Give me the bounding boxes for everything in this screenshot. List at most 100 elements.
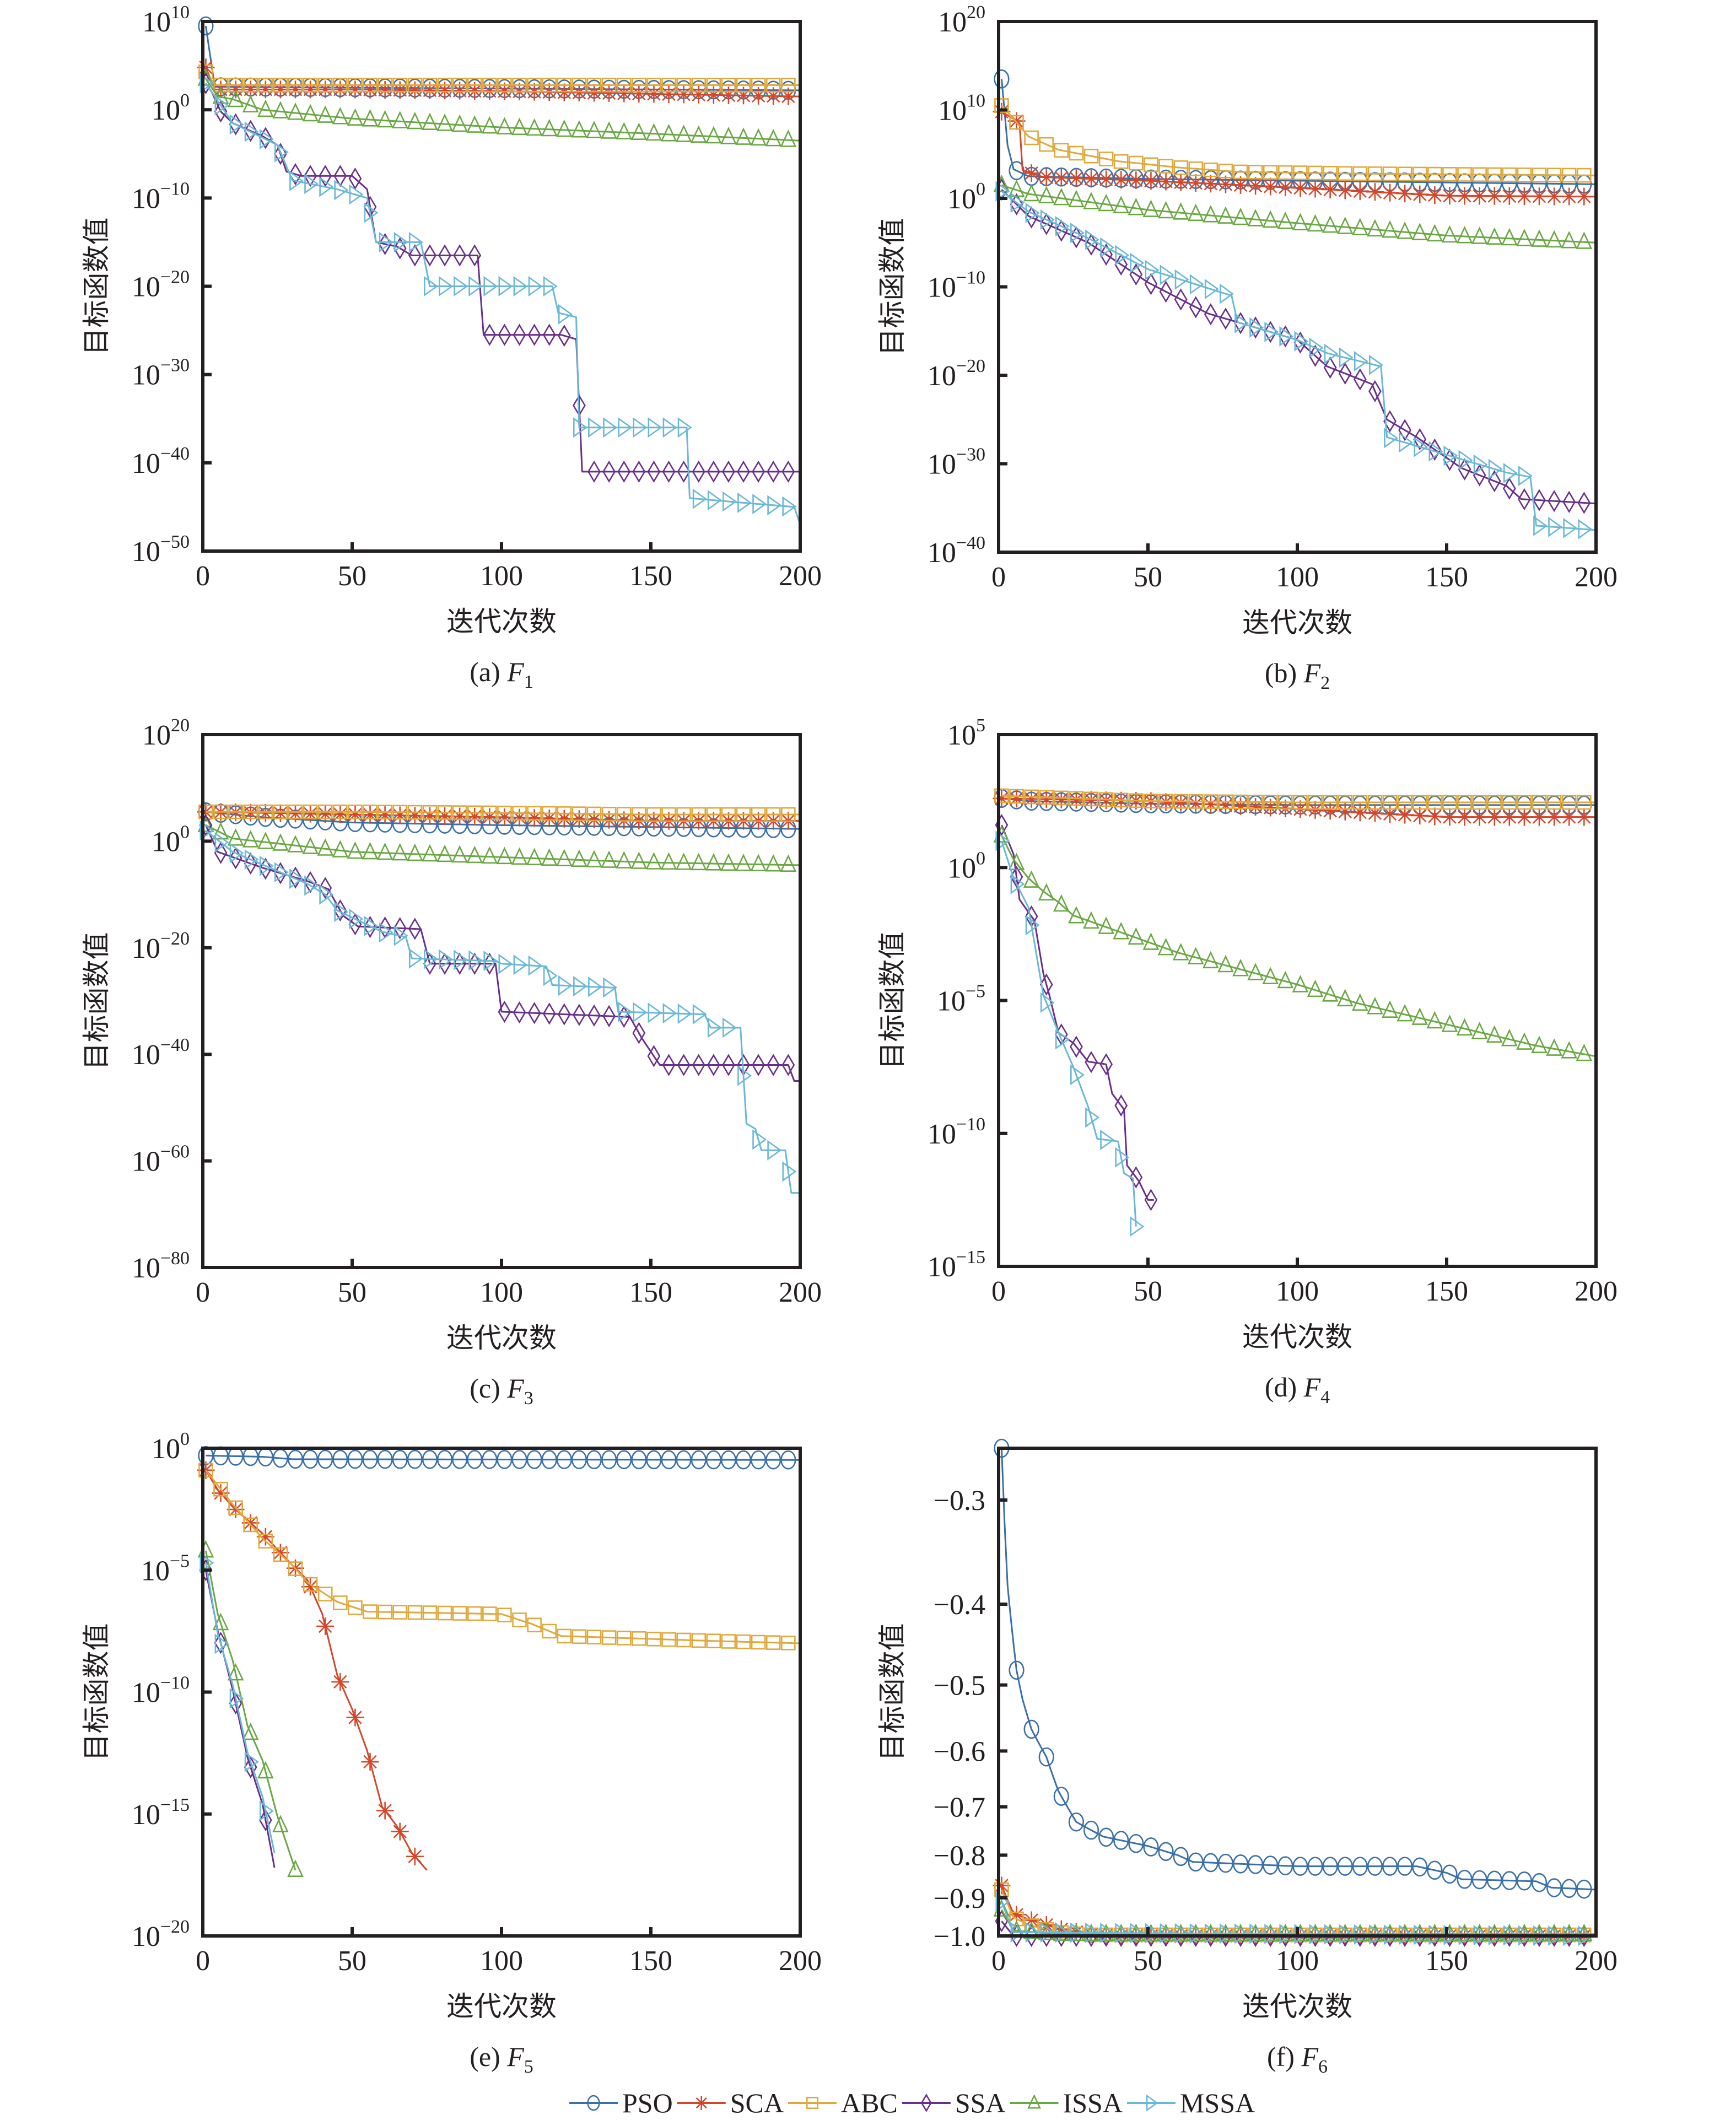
marker-mssa bbox=[995, 830, 1010, 851]
marker-ssa bbox=[767, 460, 780, 483]
marker-abc bbox=[1442, 795, 1457, 810]
y-tick-label: 10−40 bbox=[132, 444, 190, 479]
marker-abc bbox=[1248, 795, 1263, 810]
marker-mssa bbox=[677, 417, 692, 438]
legend-item-mssa: MSSA bbox=[1126, 2087, 1255, 2118]
marker-mssa bbox=[573, 976, 587, 997]
marker-pso bbox=[780, 1450, 796, 1470]
marker-abc bbox=[1278, 795, 1293, 810]
marker-issa bbox=[1382, 220, 1398, 238]
marker-mssa bbox=[1160, 1923, 1174, 1944]
marker-issa bbox=[1456, 225, 1473, 244]
marker-pso bbox=[1263, 1855, 1279, 1875]
y-axis-title: 目标函数值 bbox=[876, 1623, 908, 1761]
x-tick-label: 0 bbox=[196, 560, 210, 592]
x-tick-label: 50 bbox=[1134, 562, 1162, 593]
marker-abc bbox=[1532, 168, 1547, 182]
marker-pso bbox=[1397, 1857, 1413, 1876]
marker-issa bbox=[1426, 224, 1443, 242]
marker-pso bbox=[1516, 1871, 1533, 1891]
series-issa bbox=[197, 814, 801, 872]
x-tick-label: 200 bbox=[1575, 1945, 1618, 1977]
marker-issa bbox=[645, 123, 662, 141]
marker-mssa bbox=[1369, 354, 1383, 375]
marker-mssa bbox=[1354, 351, 1368, 372]
marker-issa bbox=[212, 1612, 229, 1631]
marker-mssa bbox=[618, 417, 633, 438]
marker-mssa bbox=[603, 977, 618, 998]
marker-mssa bbox=[737, 1065, 752, 1086]
marker-abc bbox=[1098, 152, 1114, 166]
marker-ssa bbox=[1368, 380, 1382, 403]
marker-pso bbox=[422, 1449, 438, 1469]
series-ssa bbox=[199, 1559, 276, 1868]
marker-mssa bbox=[588, 977, 603, 997]
marker-issa bbox=[630, 851, 648, 869]
marker-mssa bbox=[633, 417, 648, 438]
marker-abc bbox=[228, 804, 243, 819]
marker-pso bbox=[303, 1449, 319, 1469]
legend-marker-sca bbox=[694, 2096, 709, 2110]
marker-mssa bbox=[1324, 1924, 1339, 1945]
marker-issa bbox=[1336, 217, 1354, 234]
marker-pso bbox=[407, 1449, 423, 1469]
marker-issa bbox=[541, 848, 558, 866]
marker-ssa bbox=[1518, 488, 1531, 511]
y-tick-label: 10−5 bbox=[937, 981, 985, 1017]
marker-abc bbox=[572, 806, 587, 821]
marker-mssa bbox=[439, 276, 454, 297]
marker-abc bbox=[1098, 792, 1114, 807]
marker-issa bbox=[257, 99, 274, 117]
y-tick-label: 1010 bbox=[142, 2, 190, 38]
marker-abc bbox=[1427, 166, 1442, 182]
x-tick-label: 200 bbox=[779, 1945, 822, 1977]
marker-pso bbox=[317, 1449, 333, 1469]
marker-ssa bbox=[1338, 362, 1352, 385]
marker-ssa bbox=[707, 460, 720, 483]
marker-pso bbox=[720, 1450, 737, 1470]
y-tick-label: 10−15 bbox=[928, 1247, 985, 1283]
marker-abc bbox=[736, 807, 751, 822]
marker-sca bbox=[287, 805, 305, 823]
marker-pso bbox=[1009, 1660, 1025, 1680]
marker-mssa bbox=[1279, 326, 1294, 347]
marker-sca bbox=[1187, 174, 1205, 192]
marker-mssa bbox=[304, 174, 319, 195]
marker-mssa bbox=[483, 951, 498, 972]
marker-ssa bbox=[602, 1005, 616, 1028]
marker-abc bbox=[542, 1623, 557, 1639]
panel-caption: (e) F5 bbox=[470, 2041, 533, 2077]
marker-mssa bbox=[543, 965, 558, 986]
marker-pso bbox=[735, 1450, 752, 1470]
series-sca bbox=[993, 103, 1597, 206]
marker-mssa bbox=[1100, 1129, 1115, 1150]
marker-mssa bbox=[1264, 1923, 1279, 1944]
marker-issa bbox=[675, 125, 692, 142]
x-tick-label: 50 bbox=[338, 1945, 366, 1977]
marker-abc bbox=[258, 804, 273, 819]
marker-abc bbox=[721, 78, 736, 93]
marker-ssa bbox=[647, 460, 661, 483]
marker-sca bbox=[1351, 182, 1369, 200]
marker-mssa bbox=[1533, 515, 1548, 536]
marker-mssa bbox=[782, 1161, 797, 1182]
series-line-pso bbox=[204, 25, 801, 91]
marker-sca bbox=[1157, 172, 1175, 191]
y-tick-label: 10−10 bbox=[928, 1114, 985, 1150]
series-line-ssa bbox=[205, 83, 800, 473]
marker-mssa bbox=[1414, 436, 1428, 457]
x-tick-label: 200 bbox=[1575, 1276, 1618, 1307]
marker-issa bbox=[1202, 204, 1219, 223]
marker-abc bbox=[751, 807, 766, 822]
series-line-abc bbox=[205, 71, 800, 86]
marker-issa bbox=[1098, 916, 1114, 934]
marker-ssa bbox=[289, 163, 302, 186]
marker-ssa bbox=[1174, 288, 1188, 311]
marker-mssa bbox=[468, 950, 483, 971]
marker-pso bbox=[1337, 1857, 1353, 1876]
marker-issa bbox=[735, 127, 752, 145]
panel-c: 0 50 100 150 200 1020 100 10−20 10−40 10−60 10−80 迭… bbox=[80, 715, 822, 1409]
marker-mssa bbox=[498, 276, 513, 297]
series-line-issa bbox=[1001, 184, 1597, 244]
marker-issa bbox=[1053, 894, 1070, 912]
